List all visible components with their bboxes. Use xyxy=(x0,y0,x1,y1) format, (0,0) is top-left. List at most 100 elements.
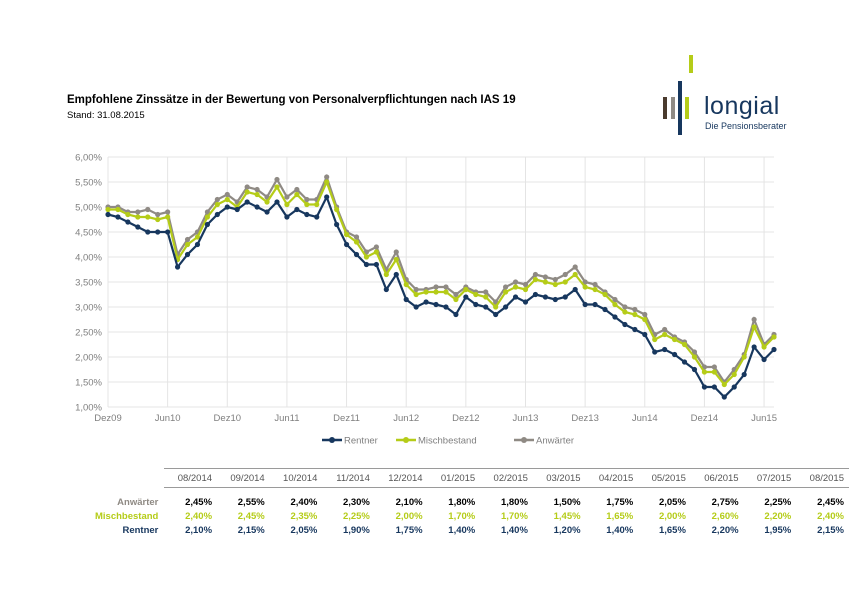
rate-cell: 2,00% xyxy=(395,511,423,522)
data-point xyxy=(503,284,509,290)
logo-bar-brown xyxy=(663,97,667,119)
data-point xyxy=(145,214,151,220)
data-point xyxy=(294,206,300,213)
rate-cell: 1,20% xyxy=(553,525,581,536)
data-point xyxy=(324,174,330,180)
data-point xyxy=(334,206,340,213)
rates-row-label: Rentner xyxy=(122,525,159,536)
legend-marker xyxy=(329,437,335,443)
rate-cell: 2,05% xyxy=(290,525,318,536)
data-point xyxy=(731,371,737,378)
data-point xyxy=(691,366,698,373)
data-point xyxy=(403,296,409,303)
rate-cell: 1,75% xyxy=(395,525,423,536)
rate-cell: 2,40% xyxy=(185,511,213,522)
data-point xyxy=(443,284,449,290)
logo-bar-lime xyxy=(685,97,689,119)
rate-cell: 2,25% xyxy=(342,511,370,522)
data-point xyxy=(532,276,539,283)
data-point xyxy=(483,289,489,295)
x-tick-label: Dez12 xyxy=(452,413,479,424)
logo-bar-lime-top xyxy=(689,55,693,73)
data-point xyxy=(125,219,131,225)
rate-cell: 2,10% xyxy=(185,525,213,536)
data-point xyxy=(214,196,220,203)
data-point xyxy=(443,304,449,310)
data-point xyxy=(145,206,151,213)
y-tick-label: 5,00% xyxy=(75,203,102,214)
logo-bar-blue xyxy=(678,81,682,135)
data-point xyxy=(204,214,211,220)
rate-cell: 1,40% xyxy=(606,525,634,536)
data-point xyxy=(552,281,558,288)
data-point xyxy=(711,369,717,375)
data-point xyxy=(552,296,558,303)
rate-cell: 2,20% xyxy=(711,525,739,536)
data-point xyxy=(622,309,628,315)
data-point xyxy=(662,331,668,338)
data-point xyxy=(453,291,459,298)
month-header: 01/2015 xyxy=(427,468,481,488)
logo-tagline: Die Pensionsberater xyxy=(705,121,787,131)
x-tick-label: Jun10 xyxy=(155,413,181,424)
data-point xyxy=(532,271,539,278)
data-point xyxy=(393,271,399,278)
data-point xyxy=(194,234,201,240)
data-point xyxy=(284,201,290,208)
rate-cell: 2,55% xyxy=(237,497,265,508)
data-point xyxy=(294,191,300,198)
rate-cell: 1,65% xyxy=(606,511,634,522)
data-point xyxy=(373,261,379,268)
rate-cell: 2,40% xyxy=(817,511,844,522)
data-point xyxy=(512,284,519,290)
data-point xyxy=(512,294,519,300)
data-point xyxy=(622,321,628,328)
data-point xyxy=(314,201,320,208)
rate-cell: 1,95% xyxy=(764,525,792,536)
month-header: 06/2015 xyxy=(690,468,744,488)
rate-cell: 1,80% xyxy=(448,497,476,508)
rate-cell: 2,10% xyxy=(395,497,423,508)
data-point xyxy=(691,349,698,355)
data-point xyxy=(532,291,539,298)
data-point xyxy=(324,179,330,185)
y-tick-label: 4,50% xyxy=(75,228,102,239)
data-point xyxy=(503,304,509,310)
data-point xyxy=(204,209,211,215)
y-tick-label: 3,50% xyxy=(75,278,102,289)
data-point xyxy=(155,229,161,235)
data-point xyxy=(184,236,191,243)
data-point xyxy=(284,194,290,200)
longial-logo: longial Die Pensionsberater xyxy=(660,55,800,140)
rates-table-body: Anwärter 2,45% 2,55% 2,40% 2,30% 2,10% 1,80% 1,… xyxy=(95,488,849,538)
data-point xyxy=(691,354,698,360)
data-point xyxy=(572,271,578,278)
rate-cell: 1,75% xyxy=(606,497,634,508)
data-point xyxy=(463,294,469,300)
data-point xyxy=(632,326,638,333)
data-point xyxy=(443,289,449,295)
data-point xyxy=(711,384,717,390)
data-point xyxy=(433,284,439,290)
x-tick-label: Dez09 xyxy=(94,413,121,424)
data-point xyxy=(353,239,360,245)
data-point xyxy=(155,216,161,223)
rate-cell: 1,50% xyxy=(553,497,581,508)
data-point xyxy=(363,261,370,268)
month-header: 08/2014 xyxy=(164,468,218,488)
data-point xyxy=(254,204,260,210)
data-point xyxy=(483,304,489,310)
data-point xyxy=(224,196,230,203)
data-point xyxy=(671,336,678,343)
x-tick-label: Jun12 xyxy=(393,413,419,424)
legend-label: Rentner xyxy=(344,436,378,447)
data-point xyxy=(473,301,479,308)
data-point xyxy=(751,344,757,350)
month-header: 02/2015 xyxy=(480,468,533,488)
data-point xyxy=(771,346,777,353)
rate-cell: 2,20% xyxy=(764,511,792,522)
data-point xyxy=(652,336,658,343)
data-point xyxy=(761,344,767,350)
data-point xyxy=(413,291,419,298)
data-point xyxy=(433,289,439,295)
